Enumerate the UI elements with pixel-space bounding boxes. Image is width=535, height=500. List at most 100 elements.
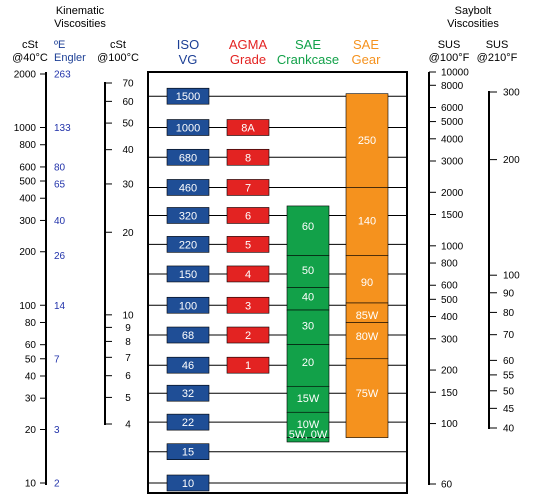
cst40-tick-label: 80	[25, 318, 37, 329]
engler-label: 14	[54, 301, 66, 312]
header-sus100-line1: SUS	[438, 39, 461, 51]
sus210-tick-label: 60	[503, 356, 515, 367]
sus100-tick-label: 500	[441, 295, 458, 306]
iso-box: 1000	[166, 119, 210, 136]
header-cst40: cSt @40°C	[12, 39, 48, 64]
header-sus210-line1: SUS	[486, 39, 509, 51]
iso-box-rect	[166, 443, 210, 461]
sae-crankcase-box: 60	[286, 205, 330, 257]
header-kinematic-line2: Viscosities	[54, 18, 106, 30]
iso-box-rect	[166, 326, 210, 344]
sus100-tick-label: 6000	[441, 103, 464, 114]
sae-gear-box-label: 80W	[356, 331, 379, 343]
iso-box-rect	[166, 236, 210, 253]
iso-box-label: 68	[182, 330, 194, 342]
header-sus210: SUS @210°F	[477, 39, 518, 64]
cst100-tick-label: 40	[122, 145, 134, 156]
cst40-tick-label: 200	[19, 247, 36, 258]
header-sus100: SUS @100°F	[429, 39, 470, 64]
header-engler-line2: Engler	[54, 52, 86, 64]
sae-crankcase-box-rect	[286, 344, 330, 387]
sus210-tick-label: 70	[503, 330, 515, 341]
agma-box: 1	[226, 356, 270, 374]
cst100-tick-label: 6	[125, 371, 131, 382]
iso-box: 1500	[166, 87, 210, 105]
cst100-tick-label: 70	[122, 79, 134, 90]
sae-gear-box: 80W	[345, 322, 389, 360]
iso-box-label: 1500	[176, 91, 200, 103]
cst40-tick-label: 400	[19, 194, 36, 205]
sus100-tick-label: 400	[441, 312, 458, 323]
cst40-tick-label: 30	[25, 394, 37, 405]
header-cst40-line2: @40°C	[12, 52, 48, 64]
engler-label: 3	[54, 425, 60, 436]
sus100-tick-label: 300	[441, 334, 458, 345]
iso-box-label: 150	[179, 269, 197, 281]
agma-box-label: 4	[245, 269, 251, 281]
iso-box-label: 15	[182, 447, 194, 459]
agma-box-rect	[226, 326, 270, 344]
header-saybolt: Saybolt Viscosities	[447, 5, 499, 30]
sae-crankcase-box: 40	[286, 287, 330, 311]
iso-box-rect	[166, 474, 210, 492]
sae-crankcase-box: 10W	[286, 411, 330, 438]
engler-label: 40	[54, 216, 66, 227]
cst100-tick-label: 8	[125, 337, 131, 348]
sae-crankcase-box: 20	[286, 344, 330, 387]
sae-crankcase-box: 30	[286, 309, 330, 345]
iso-box-label: 32	[182, 388, 194, 400]
iso-box-rect	[166, 413, 210, 431]
header-iso-line1: ISO	[177, 37, 199, 52]
cst40-tick-label: 600	[19, 162, 36, 173]
agma-box-label: 3	[245, 300, 251, 312]
sae-gear-box-rect	[345, 322, 389, 360]
cst40-tick-label: 60	[25, 340, 37, 351]
sae-crankcase-box-rect	[286, 411, 330, 438]
header-sae-crankcase-line2: Crankcase	[277, 52, 339, 67]
iso-box: 32	[166, 384, 210, 402]
sae-crankcase-box-rect	[286, 205, 330, 257]
header-kinematic-line1: Kinematic	[56, 5, 105, 17]
engler-label: 65	[54, 180, 66, 191]
header-sus100-line2: @100°F	[429, 52, 470, 64]
sae-gear-box: 75W	[345, 358, 389, 438]
agma-box-label: 1	[245, 360, 251, 372]
sus210-tick-label: 55	[503, 370, 515, 381]
cst40-tick-label: 300	[19, 216, 36, 227]
header-agma: AGMA Grade	[229, 37, 268, 67]
iso-box-label: 220	[179, 239, 197, 251]
iso-box: 46	[166, 356, 210, 374]
agma-box-rect	[226, 148, 270, 166]
agma-box: 3	[226, 296, 270, 314]
header-iso-line2: VG	[179, 52, 198, 67]
sae-gear-box: 90	[345, 255, 389, 304]
sae-gear-boxes: 250 140 90 85W 80W 75W	[345, 93, 389, 438]
sus100-tick-label: 10000	[441, 68, 469, 79]
cst100-tick-label: 5	[125, 393, 131, 404]
cst100-tick-label: 20	[122, 228, 134, 239]
agma-box-rect	[226, 179, 270, 196]
agma-box-rect	[226, 236, 270, 253]
sae-gear-box-label: 140	[358, 215, 376, 227]
iso-box-rect	[166, 119, 210, 136]
sae-crankcase-box-rect	[286, 437, 330, 443]
header-sae-crankcase: SAE Crankcase	[277, 37, 339, 67]
iso-box-rect	[166, 179, 210, 196]
sae-crankcase-box-label: 60	[302, 221, 314, 233]
iso-box-rect	[166, 87, 210, 105]
sus100-tick-label: 3000	[441, 157, 464, 168]
cst100-tick-label: 60	[122, 97, 134, 108]
cst100-tick-label: 9	[125, 323, 131, 334]
header-sae-gear: SAE Gear	[352, 37, 382, 67]
header-agma-line1: AGMA	[229, 37, 268, 52]
agma-box-label: 2	[245, 330, 251, 342]
sus100-ticks: 10000 8000 6000 5000 4000 3000 2000 1500 1000 800…	[429, 68, 469, 491]
iso-box-label: 1000	[176, 123, 200, 135]
agma-box-label: 7	[245, 182, 251, 194]
iso-box-rect	[166, 384, 210, 402]
sus100-tick-label: 600	[441, 281, 458, 292]
cst40-tick-label: 500	[19, 177, 36, 188]
sus210-tick-label: 300	[503, 88, 520, 99]
engler-label: 7	[54, 354, 60, 365]
